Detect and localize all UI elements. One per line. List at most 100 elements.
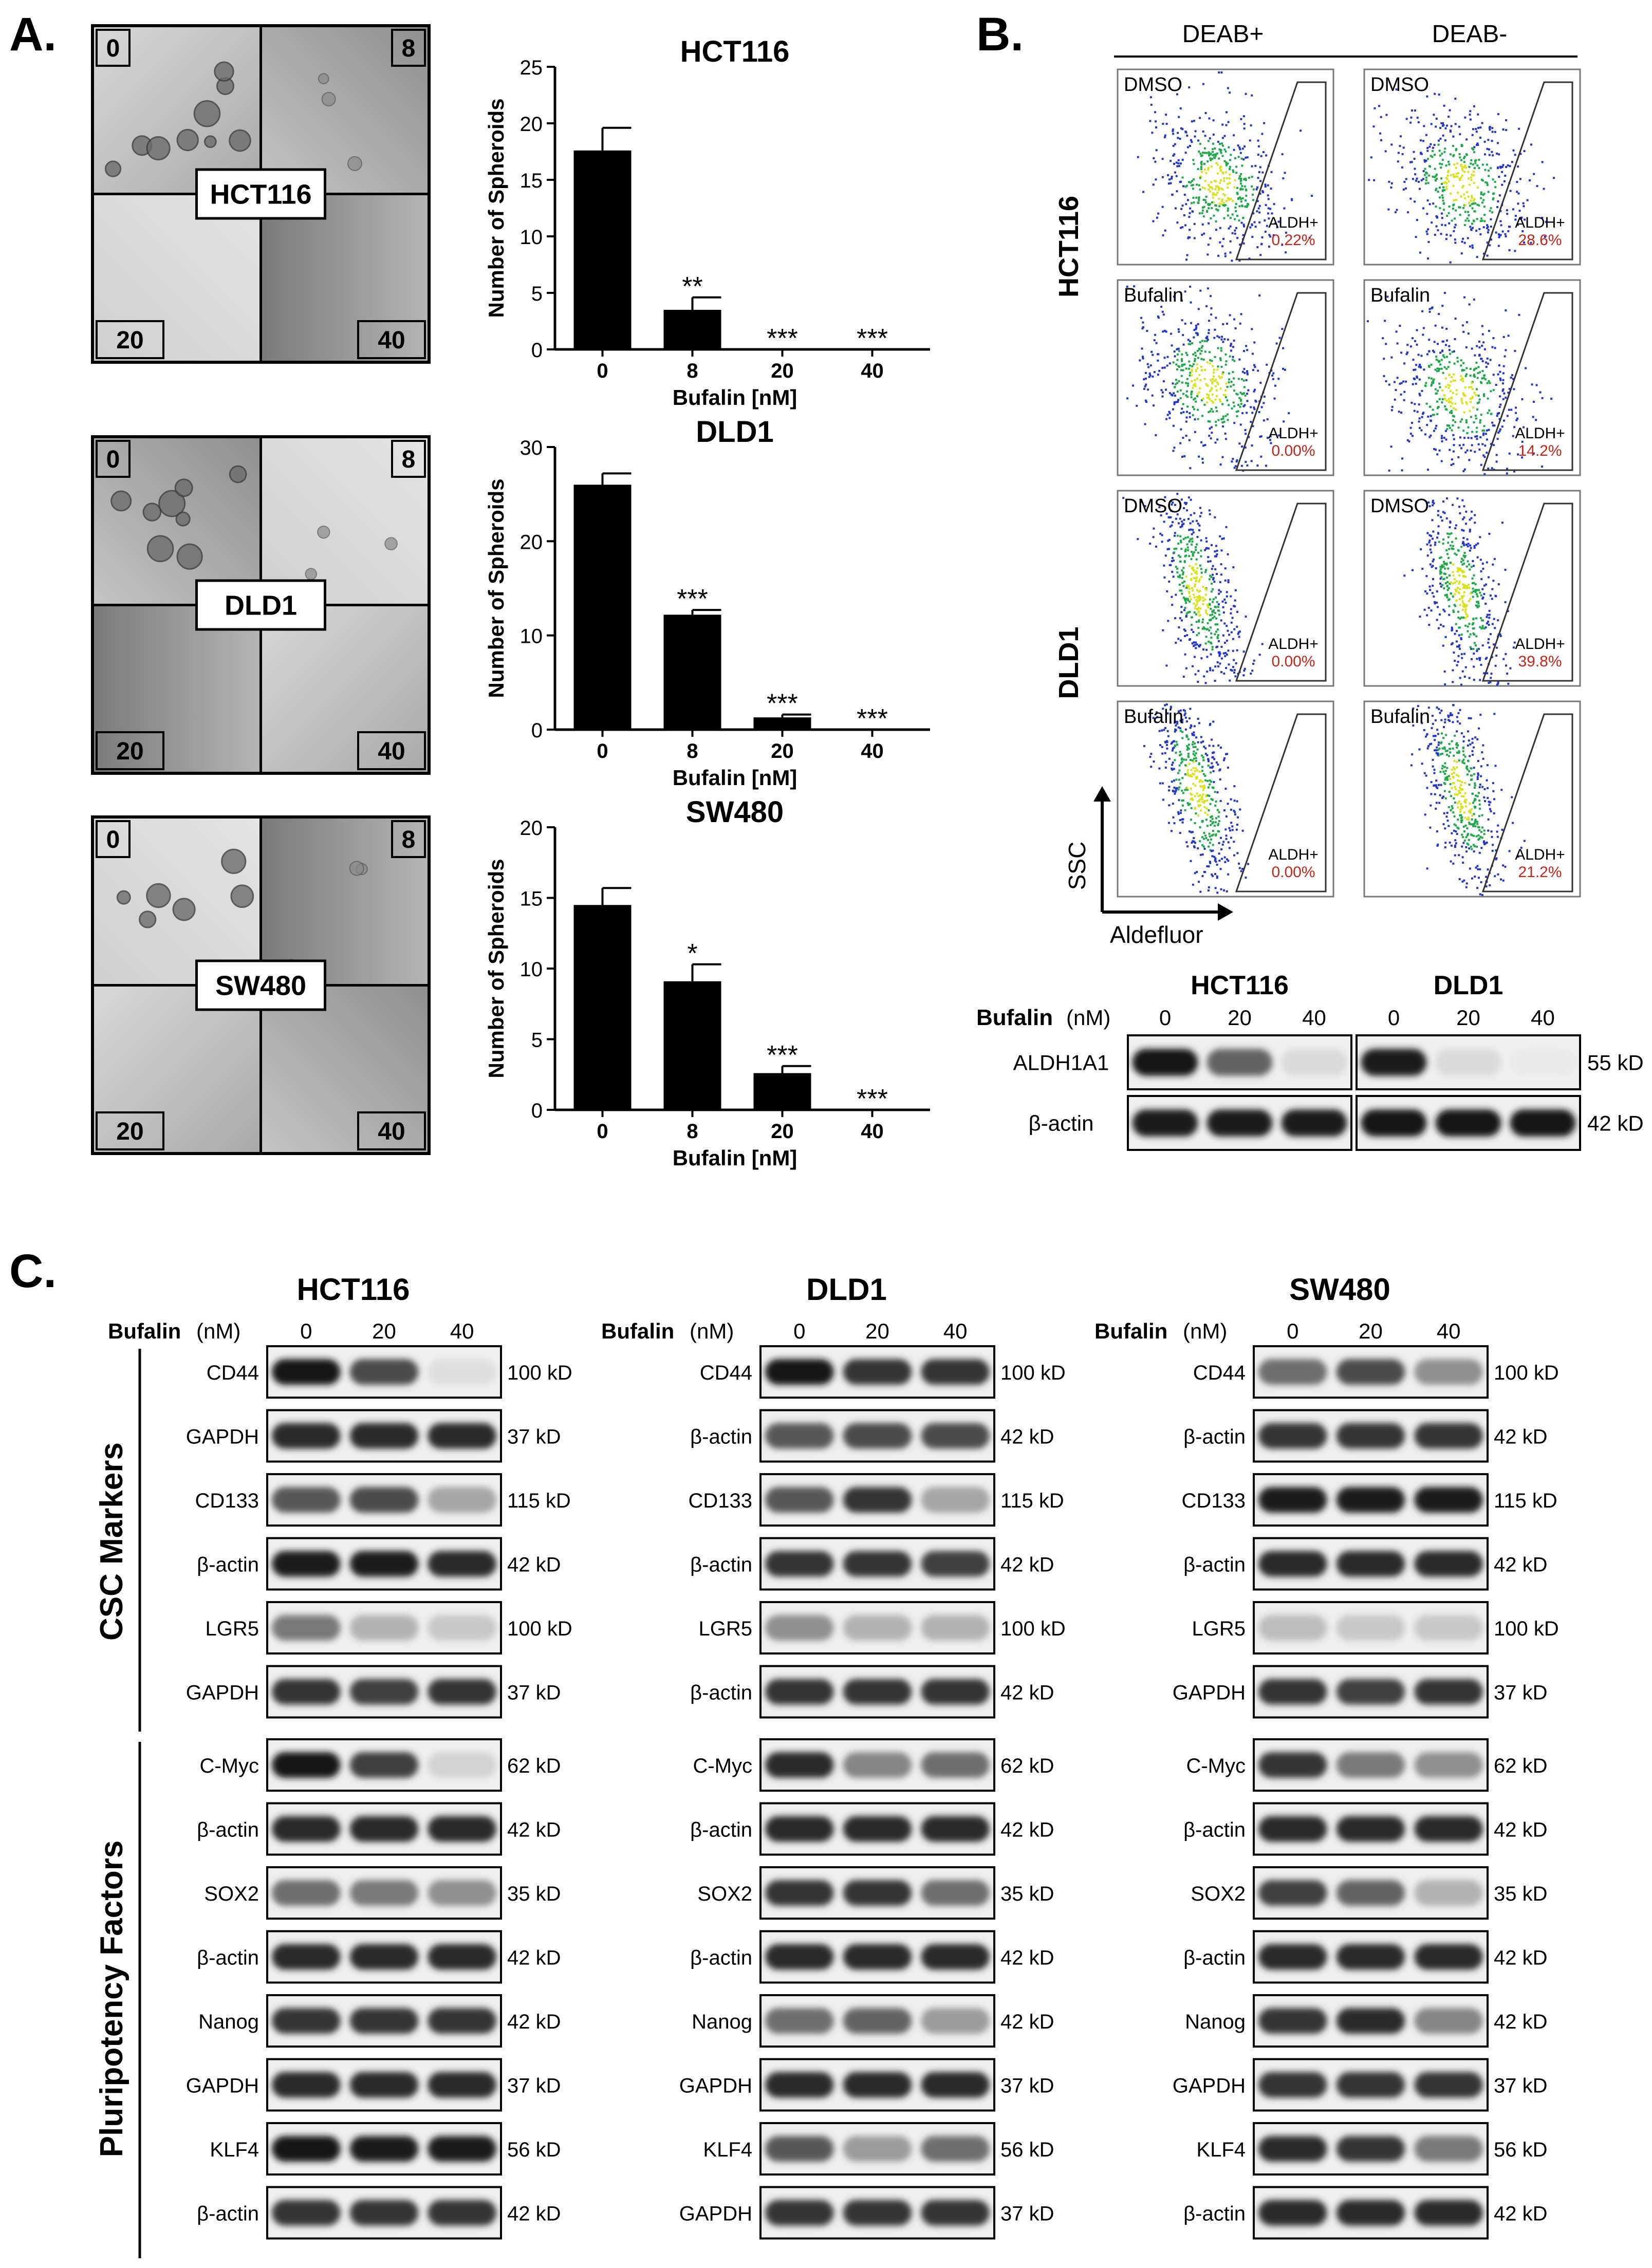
row-label-hct116: HCT116 (1053, 196, 1084, 298)
scatter-dot (1477, 826, 1479, 828)
scatter-dot (1439, 570, 1441, 573)
scatter-dot (1193, 398, 1195, 401)
scatter-dot (1456, 766, 1458, 769)
scatter-dot (1453, 230, 1455, 232)
scatter-dot (1416, 411, 1419, 413)
scatter-dot (1458, 581, 1461, 583)
scatter-dot (1483, 374, 1486, 377)
scatter-dot (1462, 795, 1465, 798)
blot-border (759, 1665, 995, 1719)
blot-band (843, 1944, 912, 1970)
significance-label: *** (767, 1040, 798, 1070)
spheroid (317, 525, 330, 539)
scatter-dot (1226, 625, 1228, 627)
scatter-dot (1203, 378, 1206, 380)
scatter-dot (1437, 525, 1440, 528)
scatter-dot (1453, 823, 1456, 826)
scatter-dot (1473, 198, 1476, 200)
scatter-dot (1189, 207, 1192, 210)
scatter-dot (1504, 601, 1507, 603)
scatter-dot (1373, 179, 1376, 181)
scatter-dot (1449, 778, 1452, 780)
scatter-dot (1210, 388, 1213, 391)
blot-border (1253, 1665, 1489, 1719)
scatter-dot (1461, 240, 1463, 243)
scatter-dot (1240, 179, 1242, 181)
dose-label-box (391, 820, 426, 858)
scatter-dot (1452, 611, 1455, 614)
dose-label-box (391, 440, 426, 478)
scatter-dot (1452, 545, 1454, 547)
scatter-dot (1179, 730, 1182, 732)
scatter-dot (1486, 227, 1489, 230)
scatter-dot (1459, 214, 1461, 216)
scatter-dot (1216, 628, 1219, 631)
scatter-dot (1459, 598, 1461, 600)
scatter-dot (1421, 413, 1424, 415)
scatter-dot (1492, 790, 1495, 792)
scatter-dot (1153, 371, 1156, 374)
scatter-dot (1454, 588, 1457, 591)
blot-band (843, 2008, 912, 2034)
scatter-dot (1181, 159, 1184, 161)
scatter-dot (1253, 390, 1255, 393)
scatter-dot (1461, 563, 1464, 566)
scatter-dot (1436, 413, 1439, 415)
scatter-dot (1489, 884, 1491, 886)
scatter-dot (1222, 394, 1225, 396)
blot-row-label: CD133 (1181, 1490, 1246, 1512)
scatter-dot (1464, 166, 1467, 169)
scatter-dot (1197, 717, 1199, 720)
scatter-dot (1184, 789, 1186, 791)
scatter-dot (1464, 523, 1467, 525)
scatter-dot (1454, 238, 1456, 241)
scatter-dot (1457, 819, 1459, 821)
scatter-dot (1462, 754, 1465, 756)
scatter-dot (1176, 359, 1179, 361)
dose-label: 20 (1359, 1319, 1383, 1343)
scatter-dot (1214, 398, 1217, 401)
scatter-dot (1461, 174, 1463, 177)
scatter-dot (1462, 518, 1464, 520)
scatter-dot (1480, 627, 1483, 630)
scatter-dot (1174, 532, 1176, 534)
scatter-dot (1496, 830, 1498, 833)
scatter-dot (1178, 778, 1180, 781)
scatter-dot (1233, 669, 1236, 672)
scatter-dot (1278, 337, 1281, 339)
scatter-dot (1455, 393, 1458, 396)
scatter-dot (1185, 258, 1188, 261)
scatter-dot (1406, 439, 1409, 441)
scatter-dot (1231, 407, 1233, 410)
scatter-dot (1475, 128, 1477, 131)
scatter-dot (1267, 194, 1269, 197)
blot-band (1336, 1423, 1405, 1449)
dose-label: 40 (378, 738, 405, 765)
scatter-dot (1140, 317, 1143, 319)
scatter-dot (1494, 347, 1496, 349)
scatter-dot (1193, 841, 1195, 843)
scatter-dot (1452, 135, 1455, 138)
scatter-dot (1221, 537, 1223, 540)
scatter-dot (1191, 368, 1193, 371)
scatter-dot (1188, 591, 1191, 593)
scatter-dot (1496, 835, 1499, 838)
scatter-dot (1196, 367, 1199, 369)
scatter-dot (1447, 755, 1450, 757)
scatter-dot (1497, 166, 1499, 169)
scatter-dot (1460, 447, 1463, 450)
scatter-dot (1192, 520, 1194, 523)
scatter-dot (1470, 833, 1473, 836)
scatter-dot (1233, 218, 1236, 220)
scatter-dot (1148, 716, 1150, 718)
scatter-dot (1412, 707, 1415, 710)
scatter-dot (1194, 385, 1197, 387)
scatter-dot (1517, 856, 1519, 858)
scatter-dot (1181, 520, 1183, 523)
scatter-dot (1226, 858, 1229, 861)
blot-band (428, 2200, 496, 2226)
scatter-dot (1185, 435, 1187, 437)
spheroid (116, 890, 131, 905)
scatter-dot (1190, 181, 1192, 184)
scatter-dot (1149, 756, 1152, 758)
